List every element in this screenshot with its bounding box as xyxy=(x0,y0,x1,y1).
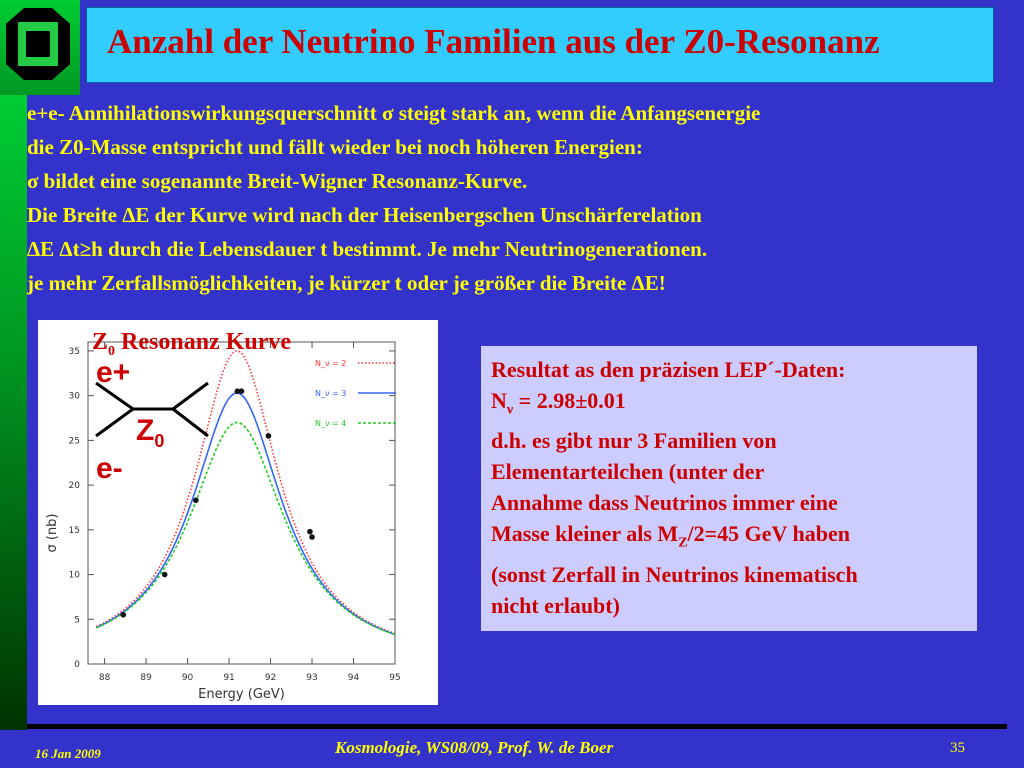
footer-divider xyxy=(27,724,1007,729)
feynman-label-e-plus: e+ xyxy=(96,356,131,389)
result-line: Nν = 2.98±0.01 xyxy=(491,388,626,418)
data-point xyxy=(161,571,168,578)
data-point xyxy=(309,534,315,540)
body-line: ΔE Δt≥h durch die Lebensdauer t bestimmt… xyxy=(27,237,708,261)
feynman-line xyxy=(172,381,209,411)
y-tick-label: 0 xyxy=(74,660,80,670)
data-point xyxy=(307,528,313,535)
x-tick-label: 94 xyxy=(348,673,360,683)
y-tick-label: 20 xyxy=(69,481,81,491)
logo-square-inner-icon xyxy=(26,31,50,57)
x-tick-label: 88 xyxy=(99,673,111,683)
x-tick-label: 92 xyxy=(265,673,276,683)
body-line: e+e- Annihilationswirkungsquerschnitt σ … xyxy=(27,101,761,125)
body-line: σ bildet eine sogenannte Breit-Wigner Re… xyxy=(27,169,528,193)
body-line: je mehr Zerfallsmöglichkeiten, je kürzer… xyxy=(27,271,666,295)
x-tick-label: 91 xyxy=(223,673,234,683)
feynman-line xyxy=(95,407,134,438)
feynman-line xyxy=(95,381,134,411)
resonance-plot: 88 89 90 91 92 93 94 95 0 5 10 15 20 25 30 35 Energy (Ge… xyxy=(38,320,438,705)
y-tick-label: 35 xyxy=(69,347,80,357)
y-axis-label: σ (nb) xyxy=(45,513,60,552)
x-axis-label: Energy (GeV) xyxy=(198,687,285,702)
series-line xyxy=(95,350,396,635)
result-line: nicht erlaubt) xyxy=(491,592,620,618)
plot-title: Z0 Resonanz Kurve xyxy=(92,329,292,359)
footer-course: Kosmologie, WS08/09, Prof. W. de Boer xyxy=(335,738,614,757)
result-box: Resultat as den präzisen LEP´-Daten: Nν … xyxy=(481,346,977,631)
x-tick-label: 93 xyxy=(306,673,317,683)
data-point xyxy=(238,388,245,394)
title-box: Anzahl der Neutrino Familien aus der Z0-… xyxy=(86,7,994,83)
resonance-chart: 88 89 90 91 92 93 94 95 0 5 10 15 20 25 30 35 Energy (Ge… xyxy=(45,341,401,702)
result-line: Elementarteilchen (unter der xyxy=(491,459,765,485)
result-text: Resultat as den präzisen LEP´-Daten: Nν … xyxy=(491,354,858,621)
data-point xyxy=(234,388,241,394)
series-line xyxy=(95,392,396,636)
legend-label: N_ν = 3 xyxy=(315,389,346,398)
footer-date: 16 Jan 2009 xyxy=(35,746,101,761)
result-line: (sonst Zerfall in Neutrinos kinematisch xyxy=(491,561,858,587)
result-line: Annahme dass Neutrinos immer eine xyxy=(491,490,838,516)
university-logo xyxy=(0,0,80,95)
y-tick-label: 25 xyxy=(69,436,80,446)
feynman-label-z0: Z0 xyxy=(136,414,165,451)
x-tick-label: 89 xyxy=(140,673,152,683)
body-line: Die Breite ΔE der Kurve wird nach der He… xyxy=(27,203,702,227)
y-tick-label: 5 xyxy=(74,615,80,625)
y-tick-label: 15 xyxy=(69,526,80,536)
data-point xyxy=(265,433,272,439)
page-number: 35 xyxy=(950,740,965,756)
y-tick-label: 30 xyxy=(69,392,81,402)
result-line: Masse kleiner als MZ/2=45 GeV haben xyxy=(491,521,851,551)
left-accent-bar xyxy=(0,95,27,730)
slide-title: Anzahl der Neutrino Familien aus der Z0-… xyxy=(107,22,880,61)
y-tick-label: 10 xyxy=(69,571,81,581)
data-point xyxy=(193,497,199,504)
x-tick-label: 90 xyxy=(182,673,194,683)
result-line: Resultat as den präzisen LEP´-Daten: xyxy=(491,357,846,382)
feynman-line xyxy=(172,407,209,438)
plot-frame xyxy=(87,341,396,665)
body-text: e+e- Annihilationswirkungsquerschnitt σ … xyxy=(27,96,1024,300)
legend-label: N_ν = 2 xyxy=(315,359,346,368)
x-tick-label: 95 xyxy=(389,673,400,683)
data-point xyxy=(120,612,127,618)
body-line: die Z0-Masse entspricht und fällt wieder… xyxy=(27,135,643,159)
series-line xyxy=(95,421,396,636)
feynman-label-e-minus: e- xyxy=(96,452,123,485)
legend-label: N_ν = 4 xyxy=(315,419,346,428)
result-line: d.h. es gibt nur 3 Familien von xyxy=(491,428,777,454)
